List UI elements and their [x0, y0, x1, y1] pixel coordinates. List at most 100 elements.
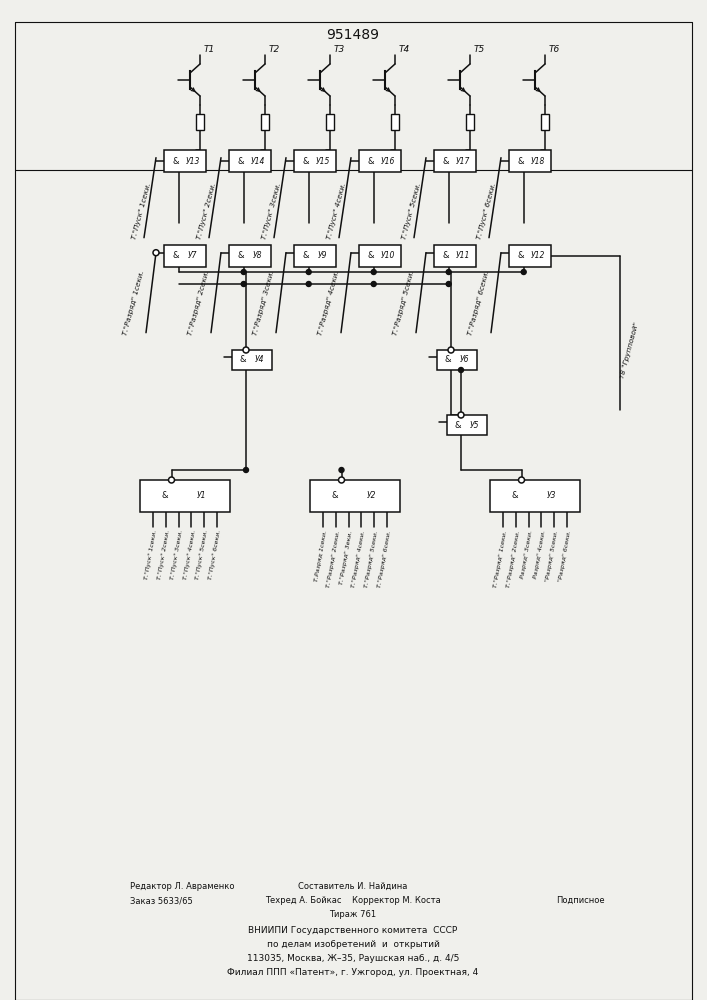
- Text: Редактор Л. Авраменко: Редактор Л. Авраменко: [130, 882, 235, 891]
- Text: Т.Разряд 1секи.: Т.Разряд 1секи.: [314, 530, 328, 582]
- Bar: [164, 245, 206, 267]
- Text: T2: T2: [269, 45, 280, 54]
- Circle shape: [306, 282, 311, 286]
- Text: У11: У11: [455, 251, 469, 260]
- Text: Т."Пуск" 5секи.: Т."Пуск" 5секи.: [196, 530, 209, 580]
- Text: Т."Разряд" 6секи.: Т."Разряд" 6секи.: [467, 270, 491, 336]
- Text: т8 "Групповой": т8 "Групповой": [619, 321, 641, 379]
- Circle shape: [241, 282, 246, 286]
- Text: Т."Пуск" 1секи.: Т."Пуск" 1секи.: [144, 530, 158, 580]
- Bar: [196, 114, 204, 130]
- Text: &: &: [443, 156, 449, 165]
- Text: Т."Пуск" 4секи.: Т."Пуск" 4секи.: [327, 182, 347, 240]
- Text: "Разряд" 5секи.: "Разряд" 5секи.: [545, 530, 559, 582]
- Circle shape: [448, 347, 454, 353]
- Bar: [509, 245, 551, 267]
- Text: &: &: [368, 251, 374, 260]
- Circle shape: [521, 269, 526, 274]
- Bar: [447, 415, 487, 435]
- Circle shape: [243, 468, 248, 473]
- Text: У10: У10: [380, 251, 395, 260]
- Text: &: &: [443, 251, 449, 260]
- Text: &: &: [445, 356, 452, 364]
- Text: У15: У15: [315, 156, 329, 165]
- Text: &: &: [173, 251, 179, 260]
- Text: &: &: [512, 491, 518, 500]
- Circle shape: [458, 412, 464, 418]
- Circle shape: [243, 347, 249, 353]
- Text: У12: У12: [530, 251, 545, 260]
- Bar: [232, 350, 272, 370]
- Text: У2: У2: [366, 491, 376, 500]
- Circle shape: [241, 269, 246, 274]
- Text: У13: У13: [185, 156, 200, 165]
- Text: У14: У14: [250, 156, 264, 165]
- Bar: [391, 114, 399, 130]
- Text: &: &: [455, 420, 462, 430]
- Circle shape: [339, 477, 344, 483]
- Text: 951489: 951489: [327, 28, 380, 42]
- Text: Т."Пуск" 2секи.: Т."Пуск" 2секи.: [157, 530, 170, 580]
- Text: по делам изобретений  и  открытий: по делам изобретений и открытий: [267, 940, 440, 949]
- Text: Т."Разряд" 1секи.: Т."Разряд" 1секи.: [122, 270, 146, 336]
- Text: T6: T6: [549, 45, 560, 54]
- Bar: [359, 150, 401, 172]
- Text: &: &: [240, 356, 247, 364]
- Text: Т."Разряд" 2секи.: Т."Разряд" 2секи.: [326, 530, 341, 588]
- Text: У3: У3: [547, 491, 556, 500]
- Text: &: &: [332, 491, 339, 500]
- Bar: [229, 245, 271, 267]
- Text: Т."Разряд" 1секи.: Т."Разряд" 1секи.: [493, 530, 508, 588]
- Text: T1: T1: [204, 45, 215, 54]
- Bar: [466, 114, 474, 130]
- Text: Т."Разряд" 5секи.: Т."Разряд" 5секи.: [392, 270, 416, 336]
- Bar: [164, 150, 206, 172]
- Text: &: &: [303, 156, 309, 165]
- Text: Т."Разряд" 5секи.: Т."Разряд" 5секи.: [364, 530, 379, 588]
- Bar: [310, 480, 400, 512]
- Text: ВНИИПИ Государственного комитета  СССР: ВНИИПИ Государственного комитета СССР: [248, 926, 457, 935]
- Circle shape: [518, 477, 525, 483]
- Text: У8: У8: [253, 251, 262, 260]
- Text: Тираж 761: Тираж 761: [329, 910, 377, 919]
- Text: &: &: [368, 156, 374, 165]
- Text: Т."Разряд" 3секи.: Т."Разряд" 3секи.: [252, 270, 276, 336]
- Bar: [509, 150, 551, 172]
- Bar: [437, 350, 477, 370]
- Text: У1: У1: [197, 491, 206, 500]
- Text: Т."Разряд" 3еки.: Т."Разряд" 3еки.: [339, 530, 354, 585]
- Text: Т."Пуск" 4секи.: Т."Пуск" 4секи.: [182, 530, 197, 580]
- Text: Филиал ППП «Патент», г. Ужгород, ул. Проектная, 4: Филиал ППП «Патент», г. Ужгород, ул. Про…: [228, 968, 479, 977]
- Circle shape: [371, 269, 376, 274]
- Text: У7: У7: [188, 251, 197, 260]
- Bar: [326, 114, 334, 130]
- Text: Заказ 5633/65: Заказ 5633/65: [130, 896, 193, 905]
- Text: Т."Пуск" 3секи.: Т."Пуск" 3секи.: [170, 530, 184, 580]
- Text: Т."Пуск" 5секи.: Т."Пуск" 5секи.: [402, 182, 423, 240]
- Text: &: &: [518, 156, 524, 165]
- Text: Т."Разряд" 6секи.: Т."Разряд" 6секи.: [377, 530, 392, 588]
- Text: &: &: [303, 251, 309, 260]
- Text: "Разряд" 6секи.: "Разряд" 6секи.: [558, 530, 572, 582]
- Text: 113035, Москва, Ж–35, Раушская наб., д. 4/5: 113035, Москва, Ж–35, Раушская наб., д. …: [247, 954, 459, 963]
- Circle shape: [446, 282, 451, 286]
- Text: &: &: [238, 156, 244, 165]
- Circle shape: [306, 269, 311, 274]
- Text: У18: У18: [530, 156, 545, 165]
- Text: &: &: [173, 156, 179, 165]
- Bar: [261, 114, 269, 130]
- Bar: [294, 150, 336, 172]
- Text: У17: У17: [455, 156, 469, 165]
- Text: Т."Пуск" 6секи.: Т."Пуск" 6секи.: [209, 530, 222, 580]
- Text: Т."Разряд" 2секи.: Т."Разряд" 2секи.: [187, 270, 211, 336]
- Text: &: &: [518, 251, 524, 260]
- Text: Т."Разряд" 4секи.: Т."Разряд" 4секи.: [317, 270, 341, 336]
- Text: Т."Пуск" 6секи.: Т."Пуск" 6секи.: [477, 182, 498, 240]
- Text: Т."Разряд" 4секи.: Т."Разряд" 4секи.: [351, 530, 366, 588]
- Circle shape: [459, 367, 464, 372]
- Text: У4: У4: [255, 356, 264, 364]
- Bar: [359, 245, 401, 267]
- Text: Разряд" 4секи.: Разряд" 4секи.: [533, 530, 547, 579]
- Text: У5: У5: [469, 420, 479, 430]
- Text: T3: T3: [334, 45, 345, 54]
